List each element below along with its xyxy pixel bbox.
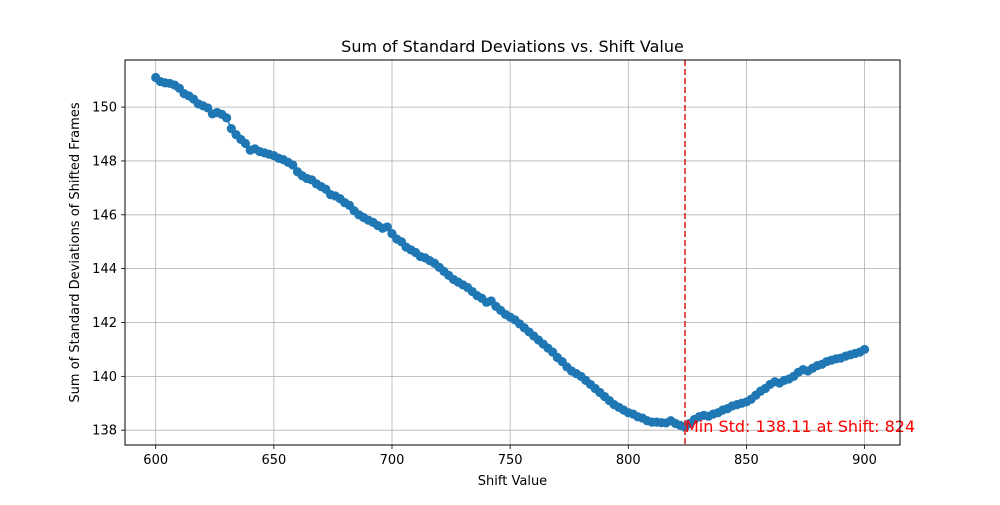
y-tick-label: 148 [92, 154, 117, 169]
ticks-layer: 600 650 700 750 800 850 900 138 140 142 144 146 148 1… [92, 101, 877, 468]
x-tick-label: 800 [616, 453, 641, 468]
y-tick-label: 150 [92, 101, 117, 116]
y-axis-label: Sum of Standard Deviations of Shifted Fr… [68, 102, 83, 402]
x-tick-label: 650 [261, 453, 286, 468]
y-tick-label: 146 [92, 208, 117, 223]
series-layer [151, 72, 870, 432]
x-tick-label: 900 [852, 453, 877, 468]
data-point [382, 222, 392, 232]
y-tick-label: 138 [92, 424, 117, 439]
data-point [859, 344, 870, 355]
data-point [240, 138, 251, 149]
y-tick-label: 140 [92, 370, 117, 385]
chart-title: Sum of Standard Deviations vs. Shift Val… [341, 37, 684, 56]
x-tick-label: 850 [734, 453, 759, 468]
x-tick-label: 750 [498, 453, 523, 468]
plot-frame [124, 59, 901, 446]
data-point [288, 160, 298, 170]
x-tick-label: 600 [143, 453, 168, 468]
y-tick-label: 144 [92, 262, 117, 277]
x-tick-label: 700 [380, 453, 405, 468]
annotation-layer: Min Std: 138.11 at Shift: 824 [684, 60, 915, 445]
y-tick-label: 142 [92, 316, 117, 331]
x-axis-label: Shift Value [478, 474, 547, 489]
data-point [222, 113, 232, 123]
min-annotation: Min Std: 138.11 at Shift: 824 [685, 417, 915, 436]
